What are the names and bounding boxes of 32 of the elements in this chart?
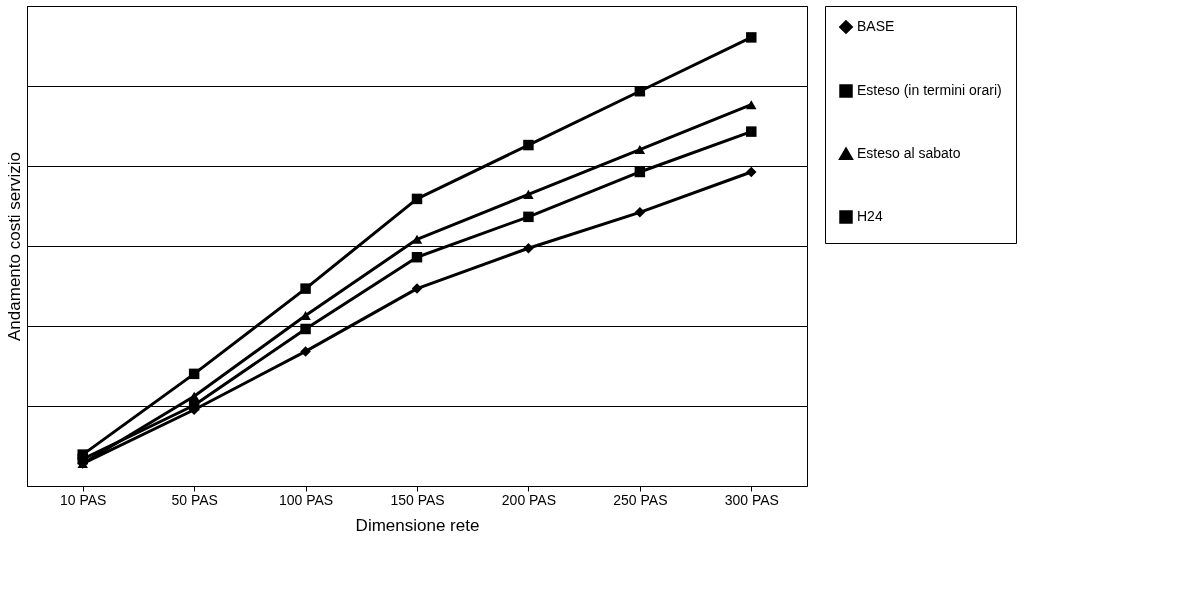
point [300,283,311,294]
point [746,166,757,178]
x-tick-label: 150 PAS [390,491,445,508]
legend-label: Esteso al sabato [857,145,961,161]
point [523,189,534,199]
point [188,368,200,380]
x-tick-label: 100 PAS [278,491,334,508]
point [746,100,757,110]
point [77,449,88,460]
point [746,126,757,137]
y-axis-title: Andamento costi servizio [4,152,24,341]
point [634,145,646,155]
x-tick-label: 10 PAS [60,491,107,508]
legend-label: BASE [857,18,895,34]
point [411,283,423,294]
x-tick-label: 250 PAS [613,491,668,508]
point [746,32,757,43]
point [411,251,423,263]
legend-label: Esteso (in termini orari) [857,82,1002,98]
x-tick-label: 50 PAS [171,491,218,508]
point [634,166,646,178]
point [523,139,534,151]
x-axis-title: Dimensione rete [355,515,480,535]
point [300,346,311,357]
point [523,243,534,254]
x-tick-label: 300 PAS [724,491,779,508]
point [523,211,534,223]
point [634,207,646,218]
point [300,323,311,335]
x-tick-label: 200 PAS [501,491,557,508]
legend-label: H24 [857,208,883,224]
point [411,193,423,205]
